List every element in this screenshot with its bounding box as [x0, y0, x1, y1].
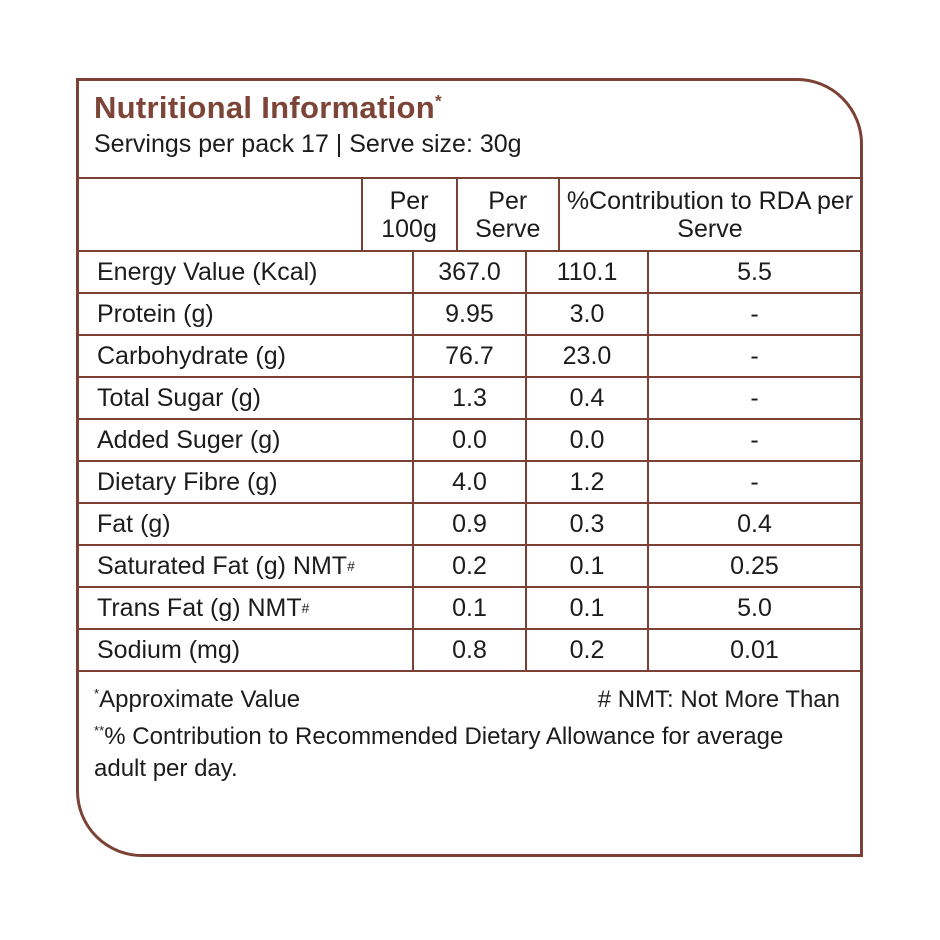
row-rda: 0.01 — [647, 630, 860, 670]
row-per-serve: 110.1 — [525, 252, 647, 292]
table-row: Fat (g) 0.9 0.3 0.4 — [79, 502, 860, 544]
row-label: Added Suger (g) — [79, 420, 412, 460]
row-label-text: Fat (g) — [97, 509, 171, 538]
row-per-serve: 0.1 — [525, 588, 647, 628]
row-rda: 0.25 — [647, 546, 860, 586]
row-per-100g: 4.0 — [412, 462, 525, 502]
row-rda: 5.0 — [647, 588, 860, 628]
row-label-text: Saturated Fat (g) NMT — [97, 551, 348, 580]
table-row: Carbohydrate (g) 76.7 23.0 - — [79, 334, 860, 376]
page-title: Nutritional Information* — [94, 90, 842, 126]
row-label: Saturated Fat (g) NMT # — [79, 546, 412, 586]
row-per-serve: 0.2 — [525, 630, 647, 670]
row-per-serve: 1.2 — [525, 462, 647, 502]
row-rda: 0.4 — [647, 504, 860, 544]
row-rda: - — [647, 336, 860, 376]
footnote-approx-superscript: * — [94, 686, 100, 701]
row-per-serve: 3.0 — [525, 294, 647, 334]
row-label-text: Energy Value (Kcal) — [97, 257, 318, 286]
row-label-text: Total Sugar (g) — [97, 383, 261, 412]
table-row: Protein (g) 9.95 3.0 - — [79, 292, 860, 334]
row-per-serve: 0.3 — [525, 504, 647, 544]
row-per-100g: 0.0 — [412, 420, 525, 460]
row-per-100g: 0.2 — [412, 546, 525, 586]
row-rda: - — [647, 462, 860, 502]
row-label: Trans Fat (g) NMT # — [79, 588, 412, 628]
table-row: Dietary Fibre (g) 4.0 1.2 - — [79, 460, 860, 502]
row-rda: - — [647, 378, 860, 418]
table-header-row: Per 100g Per Serve %Contribution to RDA … — [79, 177, 860, 250]
table-row: Trans Fat (g) NMT # 0.1 0.1 5.0 — [79, 586, 860, 628]
header-cell-rda: %Contribution to RDA per Serve — [557, 179, 860, 250]
header-cell-per-serve: Per Serve — [455, 179, 558, 250]
footnote-line-1: *Approximate Value # NMT: Not More Than — [94, 686, 840, 714]
row-per-100g: 0.9 — [412, 504, 525, 544]
row-label: Sodium (mg) — [79, 630, 412, 670]
row-per-serve: 23.0 — [525, 336, 647, 376]
row-label-text: Dietary Fibre (g) — [97, 467, 278, 496]
row-per-serve: 0.4 — [525, 378, 647, 418]
page-title-superscript: * — [434, 91, 442, 111]
row-label: Total Sugar (g) — [79, 378, 412, 418]
row-rda: 5.5 — [647, 252, 860, 292]
table-row: Saturated Fat (g) NMT # 0.2 0.1 0.25 — [79, 544, 860, 586]
page-title-text: Nutritional Information — [94, 90, 435, 125]
footnote-nmt: # NMT: Not More Than — [597, 686, 840, 713]
row-per-100g: 9.95 — [412, 294, 525, 334]
table-row: Energy Value (Kcal) 367.0 110.1 5.5 — [79, 250, 860, 292]
row-label-superscript: # — [301, 600, 310, 616]
header-cell-per-100g: Per 100g — [360, 179, 456, 250]
row-per-100g: 0.1 — [412, 588, 525, 628]
row-label: Dietary Fibre (g) — [79, 462, 412, 502]
row-label-superscript: # — [347, 558, 355, 574]
row-label: Energy Value (Kcal) — [79, 252, 412, 292]
row-per-100g: 1.3 — [412, 378, 525, 418]
header-cell-nutrient — [79, 179, 361, 250]
row-per-100g: 0.8 — [412, 630, 525, 670]
row-rda: - — [647, 420, 860, 460]
row-label: Carbohydrate (g) — [79, 336, 412, 376]
footnote-rda-superscript: ** — [94, 723, 105, 738]
servings-info: Servings per pack 17 | Serve size: 30g — [94, 130, 522, 158]
footnote-approx-text: Approximate Value — [99, 686, 301, 713]
row-label-text: Carbohydrate (g) — [97, 341, 286, 370]
row-per-100g: 367.0 — [412, 252, 525, 292]
nutrition-label-panel: Nutritional Information* Servings per pa… — [76, 78, 863, 857]
label-header: Nutritional Information* Servings per pa… — [79, 81, 860, 177]
row-label: Fat (g) — [79, 504, 412, 544]
table-row: Added Suger (g) 0.0 0.0 - — [79, 418, 860, 460]
row-label-text: Sodium (mg) — [97, 635, 241, 664]
footnote-rda-text: % Contribution to Recommended Dietary Al… — [94, 723, 784, 783]
footnote-rda: **% Contribution to Recommended Dietary … — [94, 721, 794, 786]
table-row: Sodium (mg) 0.8 0.2 0.01 — [79, 628, 860, 670]
row-rda: - — [647, 294, 860, 334]
row-per-100g: 76.7 — [412, 336, 525, 376]
table-row: Total Sugar (g) 1.3 0.4 - — [79, 376, 860, 418]
row-label-text: Trans Fat (g) NMT — [97, 593, 302, 622]
footnotes: *Approximate Value # NMT: Not More Than … — [79, 670, 860, 854]
footnote-approximate-value: *Approximate Value — [94, 686, 300, 714]
row-label-text: Added Suger (g) — [97, 425, 281, 454]
row-label-text: Protein (g) — [97, 299, 214, 328]
row-label: Protein (g) — [79, 294, 412, 334]
row-per-serve: 0.0 — [525, 420, 647, 460]
row-per-serve: 0.1 — [525, 546, 647, 586]
